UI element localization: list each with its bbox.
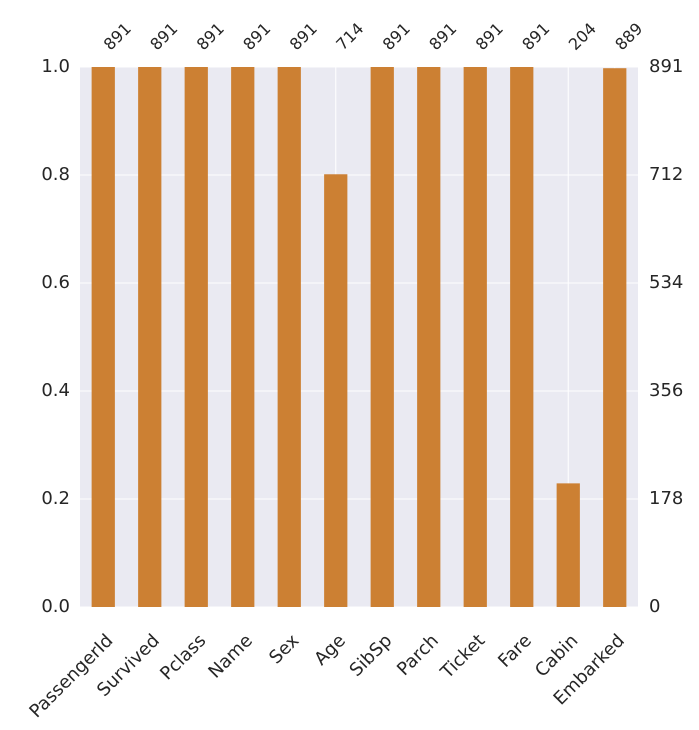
bar-cabin bbox=[556, 483, 580, 607]
right-axis: 0 178 356 534 712 891 bbox=[649, 56, 683, 617]
x-axis-label: Parch bbox=[393, 630, 443, 680]
count-label: 889 bbox=[611, 19, 646, 54]
bar-ticket bbox=[463, 67, 487, 607]
count-label: 891 bbox=[286, 19, 321, 54]
bar-sex bbox=[277, 67, 301, 607]
left-y-tick-label: 0.0 bbox=[41, 596, 70, 617]
count-label: 204 bbox=[565, 19, 600, 54]
count-label: 891 bbox=[379, 19, 414, 54]
left-y-tick-label: 1.0 bbox=[41, 56, 70, 77]
bar-age bbox=[324, 174, 348, 608]
top-count-labels: 891 891 891 891 891 714 891 891 891 891 204 889 bbox=[100, 19, 647, 54]
x-axis-label: Pclass bbox=[156, 630, 210, 684]
count-label: 891 bbox=[518, 19, 553, 54]
right-count-tick-label: 356 bbox=[649, 380, 683, 401]
left-y-tick-label: 0.8 bbox=[41, 164, 70, 185]
x-axis-label: SibSp bbox=[346, 630, 397, 681]
right-count-tick-label: 0 bbox=[649, 596, 660, 617]
bar-name bbox=[231, 67, 255, 607]
left-axis: 0.0 0.2 0.4 0.6 0.8 1.0 bbox=[41, 56, 70, 617]
count-label: 891 bbox=[100, 19, 135, 54]
bar-parch bbox=[417, 67, 441, 607]
count-label: 891 bbox=[425, 19, 460, 54]
bar-embarked bbox=[603, 68, 627, 607]
right-count-tick-label: 534 bbox=[649, 272, 683, 293]
right-count-tick-label: 891 bbox=[649, 56, 683, 77]
x-axis-label: Ticket bbox=[436, 630, 489, 683]
x-axis-label: Name bbox=[204, 630, 256, 682]
left-y-tick-label: 0.2 bbox=[41, 488, 70, 509]
bar-survived bbox=[138, 67, 162, 607]
left-y-tick-label: 0.6 bbox=[41, 272, 70, 293]
left-y-tick-label: 0.4 bbox=[41, 380, 70, 401]
right-count-tick-label: 178 bbox=[649, 488, 683, 509]
count-label: 891 bbox=[146, 19, 181, 54]
bar-pclass bbox=[184, 67, 208, 607]
count-label: 891 bbox=[193, 19, 228, 54]
right-count-tick-label: 712 bbox=[649, 164, 683, 185]
bar-sibsp bbox=[370, 67, 394, 607]
x-axis-label: Fare bbox=[494, 630, 536, 672]
plot-background bbox=[80, 67, 638, 607]
bar-passengerid bbox=[91, 67, 115, 607]
count-label: 891 bbox=[472, 19, 507, 54]
count-label: 891 bbox=[239, 19, 274, 54]
bar-fare bbox=[510, 67, 534, 607]
x-axis-label: Sex bbox=[265, 630, 303, 668]
bars bbox=[91, 67, 627, 608]
count-label: 714 bbox=[332, 19, 367, 54]
x-axis-label: Age bbox=[310, 630, 349, 669]
